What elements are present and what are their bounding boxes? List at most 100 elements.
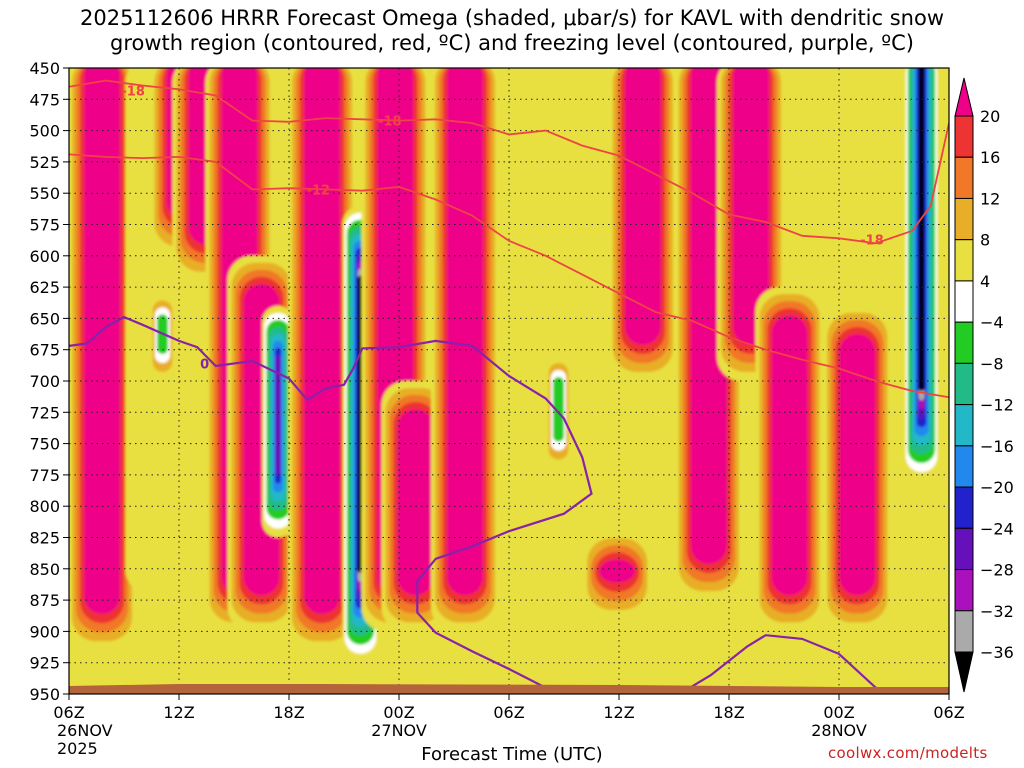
y-tick-label: 500 [29,122,60,141]
x-tick-label: 00Z [823,703,854,722]
colorbar-bin [954,610,974,653]
y-tick-label: 575 [29,216,60,235]
omega-column [583,531,652,619]
colorbar-label: −4 [980,313,1004,332]
omega-field [69,68,949,694]
y-tick-label: 925 [29,654,60,673]
colorbar-bin [954,445,974,488]
y-tick-label: 475 [29,90,60,109]
omega-band [733,68,769,345]
terrain [69,684,949,694]
x-tick-label: 2025 [57,739,98,758]
y-tick-label: 750 [29,435,60,454]
y-axis: 450 475 500 525 550 575 600 625 650 675 700 725 750 7… [29,59,69,704]
colorbar: 20 16 12 8 4 −4 −8 −12 −16 −20 −24 −28 −32 −36 [954,77,1014,693]
chart-title: 2025112606 HRRR Forecast Omega (shaded, … [0,6,1024,56]
x-tick-label: 27NOV [371,721,427,740]
chart-title-line-2: growth region (contoured, red, ºC) and f… [110,31,914,55]
omega-column [69,68,136,651]
y-tick-label: 525 [29,153,60,172]
x-tick-label: 06Z [493,703,524,722]
colorbar-bin [954,404,974,447]
colorbar-label: −24 [980,519,1014,538]
y-tick-label: 800 [29,497,60,516]
y-tick-label: 550 [29,184,60,203]
colorbar-label: −32 [980,602,1014,621]
colorbar-label: −36 [980,643,1014,662]
contour-line [678,634,895,694]
x-tick-label: 12Z [163,703,194,722]
y-tick-label: 650 [29,309,60,328]
omega-band [839,333,876,596]
colorbar-bin [954,486,974,529]
colorbar-label: −20 [980,478,1014,497]
contour-label: 0 [200,357,209,372]
x-tick-label: 12Z [603,703,634,722]
contour-line [69,153,949,399]
omega-band [771,315,808,596]
omega-band [599,559,636,583]
contour-line [69,315,593,694]
y-tick-label: 875 [29,591,60,610]
omega-column [755,287,824,632]
y-tick-label: 950 [29,685,60,704]
contour-label: -18 [121,85,145,100]
colorbar-bin [954,239,974,282]
contour-label: -12 [307,183,331,198]
x-tick-label: 00Z [383,703,414,722]
omega-band [304,68,340,615]
omega-band [275,354,281,475]
colorbar-label: 8 [980,231,990,250]
colorbar-label: −28 [980,561,1014,580]
omega-column [903,68,940,482]
colorbar-label: −12 [980,396,1014,415]
x-tick-label: 06Z [53,703,84,722]
colorbar-label: 12 [980,189,1000,208]
colorbar-label: −8 [980,354,1004,373]
x-tick-label: 06Z [933,703,964,722]
omega-band [624,68,661,345]
grid-lines [68,67,950,695]
colorbar-label: 16 [980,148,1000,167]
omega-band [84,68,120,615]
x-tick-label: 28NOV [811,721,867,740]
omega-band [918,68,925,392]
colorbar-bin [954,527,974,571]
colorbar-bottom-arrow [954,651,974,693]
omega-column [608,68,677,381]
omega-column [288,68,356,651]
colorbar-bin [954,115,974,158]
y-tick-label: 850 [29,560,60,579]
y-tick-label: 775 [29,466,60,485]
contour-label: -18 [860,234,884,249]
y-tick-label: 625 [29,278,60,297]
y-tick-label: 825 [29,529,60,548]
colorbar-bin [954,197,974,241]
omega-band [447,68,483,596]
omega-column [717,68,785,381]
x-axis-label: Forecast Time (UTC) [421,744,603,765]
colorbar-bin [954,280,974,323]
chart-title-line-1: 2025112606 HRRR Forecast Omega (shaded, … [79,6,945,30]
colorbar-label: 20 [980,107,1000,126]
y-tick-label: 900 [29,622,60,641]
colorbar-bin [954,362,974,406]
omega-column [823,305,892,632]
colorbar-bin [954,569,974,612]
x-tick-label: 18Z [273,703,304,722]
omega-band [397,409,434,596]
contour-line [69,79,949,245]
y-tick-label: 700 [29,372,60,391]
contours: -18 -18 -12 -18 0 [69,79,949,694]
omega-band [553,376,564,442]
y-tick-label: 675 [29,341,60,360]
colorbar-bin [954,156,974,199]
contour-label: -18 [378,115,402,130]
y-tick-label: 450 [29,59,60,78]
y-tick-label: 600 [29,247,60,266]
x-tick-label: 26NOV [57,721,113,740]
x-tick-label: 18Z [713,703,744,722]
terrain-strip [69,684,949,694]
